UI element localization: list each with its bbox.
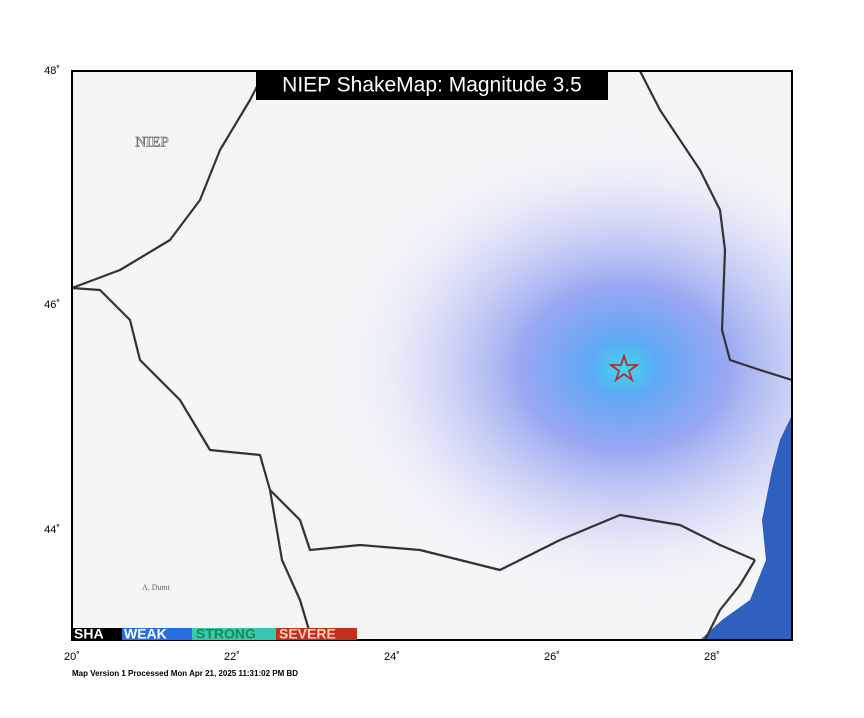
epicenter [608, 353, 640, 383]
lat-labels: 48˚ 46˚ 44˚ [44, 65, 60, 536]
legend-swatch [192, 628, 276, 640]
footer: Map Version 1 Processed Mon Apr 21, 2025… [72, 669, 298, 678]
agency-label: NIEP [135, 134, 168, 150]
legend-label: STRONG [196, 626, 256, 642]
border [704, 559, 756, 640]
map-frame [71, 70, 793, 641]
lat-label: 48˚ [44, 65, 60, 77]
lon-label: 20˚ [64, 651, 80, 663]
legend-swatch [122, 628, 192, 640]
title: NIEP ShakeMap: Magnitude 3.5 [282, 74, 582, 97]
map-area: NIEP A. Dumt [72, 71, 792, 640]
lon-label: 22˚ [224, 651, 240, 663]
intensity-field [72, 71, 792, 640]
lat-label: 46˚ [44, 299, 60, 311]
border [72, 286, 756, 572]
border [72, 71, 266, 290]
border [268, 489, 314, 640]
legend-swatch [72, 628, 122, 640]
lon-label: 28˚ [704, 651, 720, 663]
lon-label: 24˚ [384, 651, 400, 663]
legend: SHA WEAK STRONG SEVERE [72, 626, 357, 642]
title-box [256, 72, 608, 100]
sea [700, 415, 792, 640]
legend-label: SHA [74, 626, 104, 642]
legend-label: WEAK [124, 626, 167, 642]
legend-label: SEVERE [279, 626, 336, 642]
lat-label: 44˚ [44, 524, 60, 536]
lon-label: 26˚ [544, 651, 560, 663]
credit: A. Dumt [142, 583, 171, 592]
border [639, 71, 792, 382]
legend-swatch [276, 628, 357, 640]
lon-labels: 20˚ 22˚ 24˚ 26˚ 28˚ [64, 651, 720, 663]
